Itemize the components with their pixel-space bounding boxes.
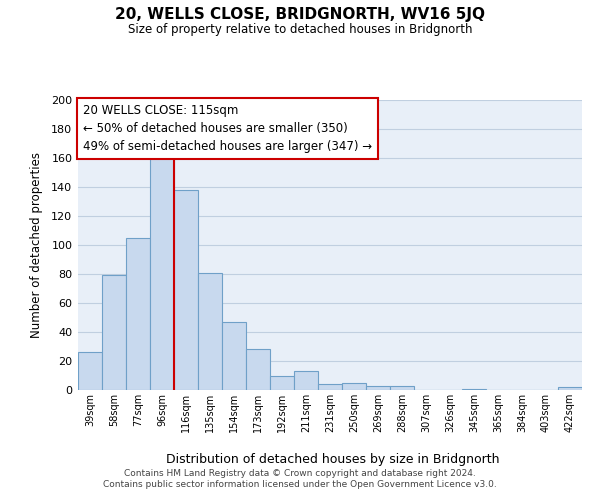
Text: Contains public sector information licensed under the Open Government Licence v3: Contains public sector information licen… bbox=[103, 480, 497, 489]
Bar bbox=[318, 384, 342, 390]
Bar bbox=[222, 322, 246, 390]
Bar bbox=[78, 352, 102, 390]
Y-axis label: Number of detached properties: Number of detached properties bbox=[30, 152, 43, 338]
Bar bbox=[270, 376, 294, 390]
Bar bbox=[150, 151, 174, 390]
Bar bbox=[462, 388, 486, 390]
Bar bbox=[558, 387, 582, 390]
Bar bbox=[126, 238, 150, 390]
Bar bbox=[174, 190, 198, 390]
Bar bbox=[390, 386, 414, 390]
Bar bbox=[366, 386, 390, 390]
Bar bbox=[198, 272, 222, 390]
Text: Size of property relative to detached houses in Bridgnorth: Size of property relative to detached ho… bbox=[128, 22, 472, 36]
Text: Contains HM Land Registry data © Crown copyright and database right 2024.: Contains HM Land Registry data © Crown c… bbox=[124, 468, 476, 477]
Bar bbox=[102, 276, 126, 390]
Text: Distribution of detached houses by size in Bridgnorth: Distribution of detached houses by size … bbox=[166, 452, 500, 466]
Text: 20 WELLS CLOSE: 115sqm
← 50% of detached houses are smaller (350)
49% of semi-de: 20 WELLS CLOSE: 115sqm ← 50% of detached… bbox=[83, 104, 372, 154]
Text: 20, WELLS CLOSE, BRIDGNORTH, WV16 5JQ: 20, WELLS CLOSE, BRIDGNORTH, WV16 5JQ bbox=[115, 8, 485, 22]
Bar bbox=[294, 371, 318, 390]
Bar bbox=[342, 383, 366, 390]
Bar bbox=[246, 350, 270, 390]
